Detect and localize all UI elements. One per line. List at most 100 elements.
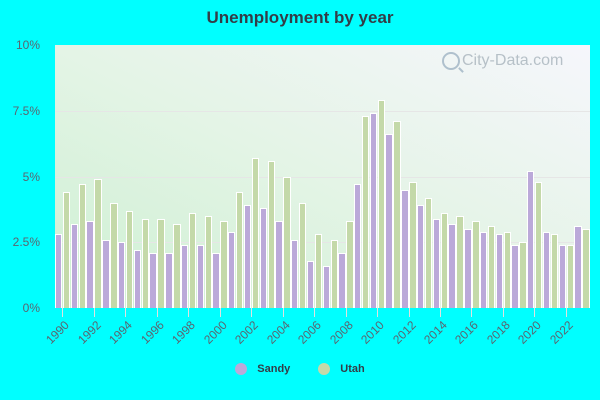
bar-sandy-1992[interactable] <box>86 221 94 308</box>
y-tick-label: 0% <box>22 301 40 315</box>
bar-utah-1991[interactable] <box>78 184 87 308</box>
x-tick <box>219 308 221 317</box>
bar-utah-1993[interactable] <box>110 202 118 308</box>
bar-sandy-2021[interactable] <box>542 231 551 308</box>
bar-utah-2012[interactable] <box>409 181 417 308</box>
bar-sandy-2004[interactable] <box>275 221 283 308</box>
bar-sandy-1999[interactable] <box>196 244 204 308</box>
x-tick-label: 2004 <box>263 318 293 347</box>
bar-sandy-2016[interactable] <box>464 229 472 308</box>
bar-utah-1992[interactable] <box>94 179 102 308</box>
x-tick-label: 2018 <box>484 318 513 347</box>
bar-sandy-2023[interactable] <box>574 226 582 308</box>
chart-title: Unemployment by year <box>206 8 394 27</box>
bar-utah-2003[interactable] <box>267 160 275 308</box>
legend: Sandy Utah <box>0 363 600 375</box>
sandy-swatch-icon <box>235 363 248 375</box>
bar-sandy-2006[interactable] <box>306 260 315 308</box>
bar-utah-1995[interactable] <box>141 218 150 308</box>
x-tick-label: 2006 <box>295 318 325 347</box>
bar-sandy-2002[interactable] <box>243 205 252 308</box>
bar-utah-2016[interactable] <box>472 221 480 308</box>
bar-utah-2020[interactable] <box>535 181 543 308</box>
bar-utah-2019[interactable] <box>519 242 527 308</box>
bar-sandy-2012[interactable] <box>401 189 409 308</box>
bar-utah-1999[interactable] <box>204 215 212 308</box>
bar-utah-2018[interactable] <box>503 231 511 308</box>
x-tick <box>534 308 536 317</box>
x-tick <box>502 308 504 317</box>
x-tick-label: 2012 <box>389 318 419 347</box>
bar-utah-1997[interactable] <box>173 223 181 308</box>
bar-utah-2005[interactable] <box>299 202 307 308</box>
x-tick <box>156 308 158 317</box>
bar-sandy-1998[interactable] <box>180 244 189 308</box>
watermark: City-Data.com <box>442 52 563 70</box>
x-tick-label: 2010 <box>358 318 387 347</box>
gridline <box>55 110 590 112</box>
bar-sandy-2007[interactable] <box>322 265 330 308</box>
bar-sandy-2019[interactable] <box>511 244 519 308</box>
x-tick-label: 1990 <box>43 318 73 347</box>
bar-utah-2011[interactable] <box>393 121 401 308</box>
x-tick <box>125 308 127 317</box>
bar-utah-2001[interactable] <box>236 192 244 308</box>
y-tick-label: 5% <box>22 169 40 184</box>
bar-utah-1998[interactable] <box>188 213 197 308</box>
x-tick <box>93 308 95 317</box>
bar-utah-2006[interactable] <box>314 234 323 308</box>
x-tick <box>188 308 190 317</box>
legend-label-utah: Utah <box>340 363 365 375</box>
bar-sandy-2022[interactable] <box>558 244 566 308</box>
bar-utah-2021[interactable] <box>550 234 559 308</box>
bar-utah-2004[interactable] <box>283 176 291 308</box>
bar-utah-2015[interactable] <box>456 215 464 308</box>
x-tick-label: 1992 <box>74 318 104 347</box>
x-tick <box>440 308 441 317</box>
bar-utah-1994[interactable] <box>125 210 134 308</box>
bar-utah-2010[interactable] <box>377 100 386 308</box>
x-tick <box>62 308 64 317</box>
bar-sandy-2013[interactable] <box>416 205 425 308</box>
bar-sandy-2001[interactable] <box>228 231 236 308</box>
bar-sandy-1996[interactable] <box>149 252 157 308</box>
bar-sandy-2000[interactable] <box>212 252 220 308</box>
y-tick-label: 2.5% <box>12 235 40 250</box>
bar-sandy-2010[interactable] <box>369 113 378 308</box>
bar-utah-2022[interactable] <box>566 244 574 308</box>
bar-sandy-1995[interactable] <box>133 250 142 308</box>
bar-utah-2023[interactable] <box>582 229 590 308</box>
bar-sandy-2003[interactable] <box>259 208 267 308</box>
legend-item-sandy[interactable]: Sandy <box>235 363 290 375</box>
bar-sandy-1997[interactable] <box>165 252 173 308</box>
bar-utah-2013[interactable] <box>424 197 433 308</box>
y-tick-label: 7.5% <box>12 103 40 118</box>
x-tick-label: 1996 <box>137 318 167 347</box>
bar-sandy-2014[interactable] <box>432 218 441 308</box>
bar-sandy-2015[interactable] <box>448 223 456 308</box>
bar-utah-2002[interactable] <box>251 158 260 308</box>
bar-utah-1990[interactable] <box>63 192 71 308</box>
bar-sandy-1991[interactable] <box>70 223 79 308</box>
bar-utah-2009[interactable] <box>361 116 370 308</box>
bar-sandy-1994[interactable] <box>117 242 126 308</box>
bar-utah-1996[interactable] <box>157 218 165 308</box>
bar-sandy-1993[interactable] <box>102 239 110 308</box>
bar-utah-2014[interactable] <box>440 213 449 308</box>
legend-item-utah[interactable]: Utah <box>318 363 365 375</box>
bar-utah-2000[interactable] <box>220 221 228 308</box>
bar-utah-2007[interactable] <box>330 239 338 308</box>
bar-sandy-2009[interactable] <box>353 184 362 308</box>
bar-sandy-2017[interactable] <box>479 231 488 308</box>
bar-utah-2017[interactable] <box>487 226 496 308</box>
x-tick <box>345 308 347 317</box>
bar-sandy-2018[interactable] <box>495 234 503 308</box>
bar-utah-2008[interactable] <box>346 221 354 308</box>
bar-sandy-2008[interactable] <box>338 252 346 308</box>
bar-sandy-2011[interactable] <box>385 134 393 308</box>
x-tick-label: 2016 <box>452 318 482 347</box>
bar-sandy-2020[interactable] <box>527 171 535 308</box>
x-tick <box>408 308 410 317</box>
bar-sandy-1990[interactable] <box>55 234 63 308</box>
bar-sandy-2005[interactable] <box>291 239 299 308</box>
